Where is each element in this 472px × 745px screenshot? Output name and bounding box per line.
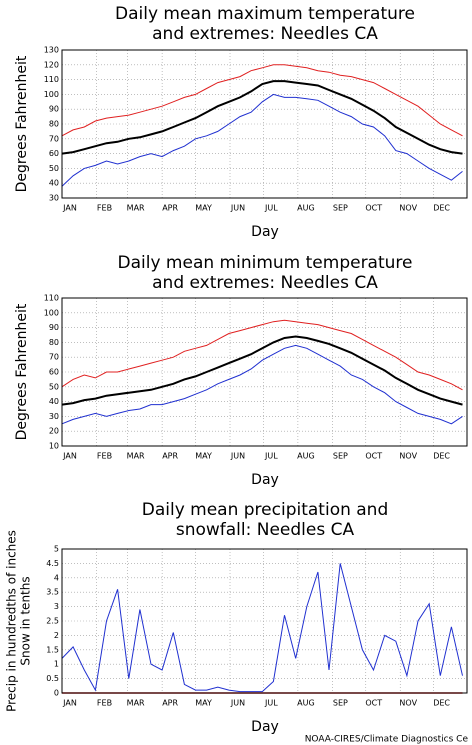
series-line [61, 80, 463, 155]
x-tick-label: OCT [365, 699, 382, 708]
x-tick-label: JUN [230, 452, 245, 461]
plot-frame [61, 297, 468, 447]
x-tick-label: DEC [433, 452, 450, 461]
chart-title: Daily mean maximum temperature [115, 4, 415, 24]
series-line [61, 563, 463, 693]
x-tick-label: NOV [399, 452, 417, 461]
series-line [61, 344, 463, 425]
x-tick-label: FEB [97, 699, 112, 708]
x-tick-label: AUG [297, 204, 315, 213]
chart-title: Daily mean minimum temperature [118, 253, 413, 273]
y-tick-label: 0 [54, 689, 59, 698]
y-tick-label: 2 [54, 631, 59, 640]
y-tick-label: 80 [49, 120, 59, 129]
y-tick-label: 110 [44, 294, 59, 303]
x-tick-label: MAY [195, 699, 212, 708]
x-tick-label: MAR [127, 204, 145, 213]
y-tick-label: 5 [54, 545, 59, 554]
x-tick-label: DEC [433, 204, 450, 213]
x-tick-label: OCT [365, 204, 382, 213]
x-tick-label: JAN [62, 204, 77, 213]
x-tick-label: SEP [333, 204, 348, 213]
x-axis-label: Day [251, 472, 279, 488]
y-tick-label: 2.5 [46, 617, 59, 626]
x-tick-label: MAR [127, 452, 145, 461]
y-tick-label: 40 [49, 397, 59, 406]
y-tick-label: 90 [49, 323, 59, 332]
chart-title: Daily mean precipitation and [142, 500, 389, 520]
x-tick-label: JUL [264, 204, 278, 213]
series-line [61, 93, 463, 187]
x-tick-label: APR [162, 452, 178, 461]
x-tick-label: NOV [399, 699, 417, 708]
y-tick-label: 70 [49, 134, 59, 143]
y-tick-label: 0.5 [46, 674, 59, 683]
x-tick-label: FEB [97, 452, 112, 461]
x-tick-label: JUN [230, 204, 245, 213]
x-tick-label: MAY [195, 452, 212, 461]
x-tick-label: JUL [264, 452, 278, 461]
y-tick-label: 60 [49, 149, 59, 158]
y-tick-label: 1 [54, 660, 59, 669]
y-tick-label: 110 [44, 75, 59, 84]
x-tick-label: JAN [62, 452, 77, 461]
y-tick-label: 4.5 [46, 559, 59, 568]
y-tick-label: 100 [44, 308, 59, 317]
footer: NOAA-CIRES/Climate Diagnostics Ce [305, 735, 469, 745]
y-tick-label: 20 [49, 427, 59, 436]
chart-title: and extremes: Needles CA [152, 273, 378, 293]
y-tick-label: 1.5 [46, 645, 59, 654]
x-tick-label: NOV [399, 204, 417, 213]
x-tick-label: SEP [333, 699, 348, 708]
y-axis-label: Snow in tenths [19, 576, 33, 665]
y-tick-label: 100 [44, 90, 59, 99]
y-tick-label: 70 [49, 353, 59, 362]
y-tick-label: 80 [49, 338, 59, 347]
y-axis-label: Degrees Fahrenheit [14, 55, 30, 192]
y-tick-label: 3 [54, 602, 59, 611]
x-tick-label: JUN [230, 699, 245, 708]
x-tick-label: MAR [127, 699, 145, 708]
y-axis-label: Precip in hundredths of inches [5, 530, 19, 712]
series-line [61, 335, 463, 406]
x-tick-label: APR [162, 699, 178, 708]
chart-title: snowfall: Needles CA [176, 520, 355, 540]
y-tick-label: 50 [49, 382, 59, 391]
y-tick-label: 130 [44, 46, 59, 55]
plot-frame [61, 548, 468, 694]
x-tick-label: JUL [264, 699, 278, 708]
series-line [61, 64, 463, 137]
x-tick-label: APR [162, 204, 178, 213]
x-tick-label: MAY [195, 204, 212, 213]
y-tick-label: 30 [49, 194, 59, 203]
y-tick-label: 4 [54, 573, 59, 582]
chart-title: and extremes: Needles CA [152, 24, 378, 44]
plot-frame [61, 49, 468, 199]
x-axis-label: Day [251, 719, 279, 735]
y-tick-label: 40 [49, 179, 59, 188]
y-tick-label: 90 [49, 105, 59, 114]
series-line [61, 319, 463, 391]
x-tick-label: OCT [365, 452, 382, 461]
x-axis-label: Day [251, 224, 279, 240]
y-tick-label: 50 [49, 164, 59, 173]
x-tick-label: SEP [333, 452, 348, 461]
x-tick-label: AUG [297, 699, 315, 708]
x-tick-label: FEB [97, 204, 112, 213]
y-tick-label: 3.5 [46, 588, 59, 597]
x-tick-label: AUG [297, 452, 315, 461]
y-tick-label: 120 [44, 60, 59, 69]
y-tick-label: 60 [49, 368, 59, 377]
y-axis-label: Degrees Fahrenheit [14, 303, 30, 440]
x-tick-label: JAN [62, 699, 77, 708]
y-tick-label: 10 [49, 442, 59, 451]
y-tick-label: 30 [49, 412, 59, 421]
x-tick-label: DEC [433, 699, 450, 708]
